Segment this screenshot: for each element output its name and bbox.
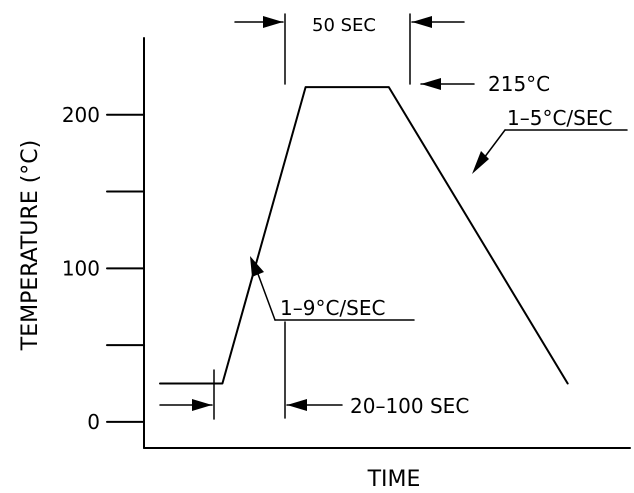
ramp-up-label: 1–9°C/SEC	[280, 296, 385, 320]
peak-time-right-arrowhead	[412, 16, 432, 28]
preheat-right-arrowhead	[287, 399, 307, 411]
ramp-down-arrowhead	[472, 151, 489, 174]
y-tick-label-2: 100	[62, 256, 100, 280]
peak-time-label: 50 SEC	[312, 15, 376, 36]
ramp-up-leader-diagonal	[257, 273, 276, 321]
y-tick-label-4: 200	[62, 103, 100, 127]
peak-temperature-label: 215°C	[488, 72, 550, 96]
y-axis-label: TEMPERATURE (°C)	[18, 140, 43, 351]
series-line-0	[159, 86, 569, 385]
x-axis-label: TIME	[367, 467, 421, 492]
annotations: 50 SEC 215°C 1–5°C/SEC 1–9°C/SEC 20–100 …	[159, 13, 628, 420]
ramp-down-label: 1–5°C/SEC	[507, 106, 612, 130]
y-ticks: 0 100 200	[62, 103, 145, 434]
ramp-up-arrowhead	[250, 256, 264, 277]
axes	[143, 37, 631, 449]
series-group	[159, 86, 569, 385]
peak-time-left-arrowhead	[263, 16, 283, 28]
peak-temperature-arrowhead	[421, 78, 441, 90]
y-tick-label-0: 0	[87, 410, 100, 434]
preheat-left-arrowhead	[192, 399, 212, 411]
preheat-time-label: 20–100 SEC	[350, 394, 469, 418]
